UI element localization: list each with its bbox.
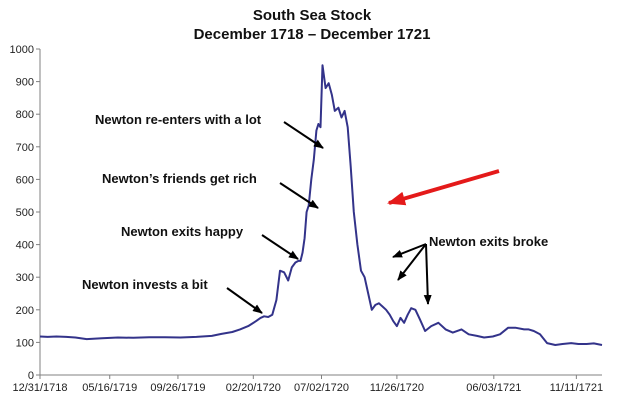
x-tick-label: 07/02/1720 — [294, 382, 349, 394]
annotation-arrow-invests — [226, 287, 263, 314]
y-tick-label: 700 — [16, 142, 34, 154]
series-line — [39, 64, 603, 346]
x-tick-label: 12/31/1718 — [12, 382, 67, 394]
y-tick-label: 400 — [16, 240, 34, 252]
annotation-arrow-broke-2 — [397, 243, 427, 281]
annotation-arrow-friends — [279, 182, 319, 209]
annotation-arrow-exits-happy — [261, 234, 299, 260]
y-tick-label: 0 — [28, 370, 34, 382]
x-tick-label: 05/16/1719 — [82, 382, 137, 394]
y-tick-label: 600 — [16, 174, 34, 186]
y-tick-label: 1000 — [10, 44, 34, 56]
chart-title: South Sea Stock — [253, 7, 372, 24]
x-tick-label: 11/11/1721 — [550, 382, 603, 394]
annotation-friends: Newton’s friends get rich — [102, 171, 257, 186]
red-arrow — [387, 169, 500, 206]
y-tick-label: 100 — [16, 337, 34, 349]
annotation-arrow-reenters — [283, 121, 324, 149]
annotation-arrow-broke-1 — [392, 243, 427, 258]
y-tick-label: 300 — [16, 272, 34, 284]
y-tick-label: 900 — [16, 77, 34, 89]
x-tick-label: 02/20/1720 — [226, 382, 281, 394]
x-tick-label: 11/26/1720 — [370, 382, 424, 394]
chart-subtitle: December 1718 – December 1721 — [194, 26, 431, 43]
y-tick-label: 800 — [16, 109, 34, 121]
annotation-invests: Newton invests a bit — [82, 277, 208, 292]
annotation-arrow-broke-3 — [423, 243, 432, 305]
annotation-exits-happy: Newton exits happy — [121, 224, 244, 239]
y-tick-label: 500 — [16, 207, 34, 219]
annotation-arrows — [226, 121, 432, 314]
y-tick-label: 200 — [16, 305, 34, 317]
axes — [39, 49, 602, 376]
x-tick-label: 06/03/1721 — [466, 382, 521, 394]
annotation-exits-broke: Newton exits broke — [429, 234, 548, 249]
y-axis-ticks: 0 100 200 300 400 500 600 700 800 900 1000 — [10, 44, 40, 382]
x-axis-ticks: 12/31/1718 05/16/1719 09/26/1719 02/20/1720… — [12, 375, 603, 394]
x-tick-label: 09/26/1719 — [150, 382, 205, 394]
annotation-reenters: Newton re-enters with a lot — [95, 112, 262, 127]
